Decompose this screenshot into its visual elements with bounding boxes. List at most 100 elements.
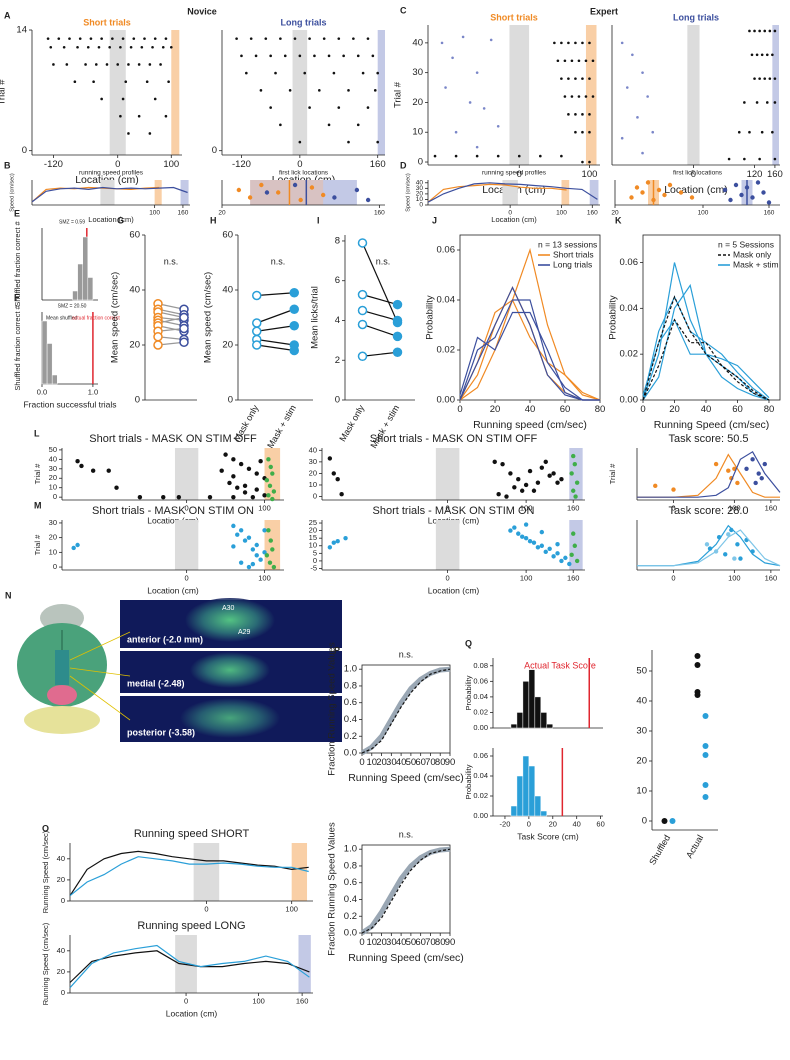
panel-letter: B [4,160,11,170]
point [250,547,256,552]
point [563,59,567,63]
point [744,185,750,190]
chart-title: running speed profiles [482,170,547,177]
point [143,37,146,40]
series-line [637,450,781,498]
point [737,130,741,134]
point [132,37,136,40]
zone [435,448,460,500]
point [732,556,737,561]
series-line [459,299,600,401]
point [531,540,537,545]
y-tick-label: 0.8 [344,680,357,691]
y-tick-label: 0 [61,896,65,905]
point [223,452,228,457]
point [539,465,545,470]
point [560,41,563,45]
point [79,463,84,469]
y-tick-label: 0.04 [473,771,488,780]
x-tick-label: 120 [747,169,763,180]
point [137,63,141,66]
point [702,752,709,758]
x-tick-label: 160 [765,503,778,512]
point [236,187,242,193]
y-tick-label: 8 [335,235,340,246]
point [547,473,552,478]
zone [154,180,162,205]
point [246,535,252,540]
point [567,561,572,567]
point [748,29,751,33]
point [235,485,240,490]
point [62,45,66,49]
point [588,77,591,80]
zone [561,180,570,205]
point [702,782,709,788]
series-line [360,666,451,756]
point [303,71,307,75]
legend-title: n = 13 sessions [538,239,597,249]
histogram-bar [46,343,53,385]
x-axis-label: Location (cm) [166,1008,218,1018]
zone [509,25,530,165]
series-line [642,318,770,399]
point [361,71,365,75]
x-tick-label: 0 [115,159,120,170]
y-tick-label: 20 [57,967,65,976]
point [577,95,581,98]
plot-frame [361,844,451,934]
panel-letter: I [317,215,320,225]
point [105,63,109,66]
point [242,490,248,495]
point [179,323,189,334]
x-axis-label: Fraction successful trials [23,399,116,409]
point [252,326,262,336]
point [645,180,651,185]
series-line [642,295,770,401]
slice-label: anterior (-2.0 mm) [127,634,203,644]
x-tick-label: 160 [765,573,778,582]
y-tick-label: 20 [309,526,317,535]
y-axis-label: Shuffled fraction correct # [13,305,22,391]
y-tick-label: 1.0 [344,844,357,855]
annotation: Mean shuffled [46,315,78,321]
x-tick-label: 160 [567,573,580,582]
series-line [31,186,160,203]
point [320,192,326,198]
point [584,59,588,63]
x-axis-label: Running speed (cm/sec) [473,419,587,431]
y-tick-label: 30 [309,457,317,466]
point [127,63,130,66]
point [669,818,676,824]
point [573,494,578,499]
point [702,713,709,719]
point [46,37,50,40]
point [327,123,331,127]
point [254,471,259,476]
point [517,154,521,158]
zone [435,520,460,570]
histogram-bar [516,775,524,817]
point [84,63,87,66]
annotation: Actual Task Score [524,660,596,670]
point [569,552,574,558]
y-tick-label: 10 [412,127,423,138]
point [753,480,758,486]
chart-title: running speed profiles [79,170,144,177]
histogram-bar [546,723,554,729]
point [694,653,701,659]
histogram-bar [540,712,548,729]
series-line [459,286,600,401]
point [671,487,676,492]
image-panel: N A30 A29 anterior (-2.0 mm) medial (-2.… [5,590,342,742]
point [65,63,69,66]
point [289,304,299,314]
panel-letter: K [615,215,622,225]
point [357,305,368,316]
point [298,54,302,58]
y-tick-label: 20 [49,473,57,482]
point [78,37,82,40]
annotation: SMZ = 0.59 [59,219,85,225]
y-tick-label: 0.06 [437,245,456,256]
point [571,453,576,459]
